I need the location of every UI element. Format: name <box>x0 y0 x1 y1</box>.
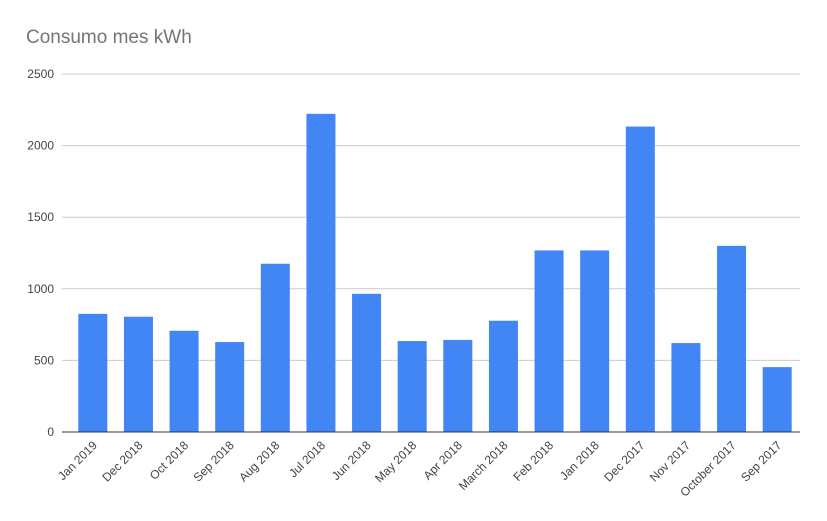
bar-jan-2018 <box>580 250 610 432</box>
x-tick-label: Apr 2018 <box>421 438 466 483</box>
x-tick-label: Dec 2017 <box>601 438 647 484</box>
x-tick-label: May 2018 <box>372 438 419 485</box>
bar-march-2018 <box>488 320 518 432</box>
y-tick-label: 2500 <box>27 67 54 81</box>
y-tick-label: 2000 <box>27 139 54 153</box>
bar-dec-2018 <box>123 316 153 432</box>
x-tick-label: Dec 2018 <box>99 438 145 484</box>
y-tick-label: 0 <box>47 425 54 439</box>
x-tick-label: Aug 2018 <box>236 438 282 484</box>
bar-jul-2018 <box>306 113 336 432</box>
x-tick-label: Sep 2018 <box>191 438 237 484</box>
x-tick-label: March 2018 <box>456 438 511 493</box>
bar-oct-2018 <box>169 330 199 432</box>
bar-jan-2019 <box>78 313 108 432</box>
y-tick-label: 1000 <box>27 282 54 296</box>
chart-title: Consumo mes kWh <box>26 27 192 48</box>
gridlines <box>62 73 800 361</box>
bar-october-2017 <box>717 245 747 432</box>
bar-nov-2017 <box>671 343 701 432</box>
bar-jun-2018 <box>352 293 382 432</box>
x-tick-label: Jan 2018 <box>557 438 602 483</box>
x-tick-label: Nov 2017 <box>647 438 693 484</box>
x-tick-label: Sep 2017 <box>738 438 784 484</box>
bar-feb-2018 <box>534 250 564 432</box>
x-tick-label: Feb 2018 <box>510 438 556 484</box>
bar-dec-2017 <box>625 126 655 433</box>
y-axis: 0 500 1000 1500 2000 2500 <box>27 67 54 439</box>
bars <box>78 113 792 433</box>
y-tick-label: 500 <box>34 353 54 367</box>
x-tick-label: Jan 2019 <box>55 438 100 483</box>
bar-sep-2017 <box>762 367 792 432</box>
x-tick-label: Jul 2018 <box>286 438 328 480</box>
bar-apr-2018 <box>443 339 473 432</box>
y-tick-label: 1500 <box>27 210 54 224</box>
x-tick-label: Jun 2018 <box>329 438 374 483</box>
bar-sep-2018 <box>215 342 245 432</box>
x-tick-label: Oct 2018 <box>147 438 192 483</box>
bar-aug-2018 <box>260 263 290 432</box>
bar-may-2018 <box>397 341 427 432</box>
x-axis: Jan 2019 Dec 2018 Oct 2018 Sep 2018 Aug 2018… <box>55 431 800 500</box>
